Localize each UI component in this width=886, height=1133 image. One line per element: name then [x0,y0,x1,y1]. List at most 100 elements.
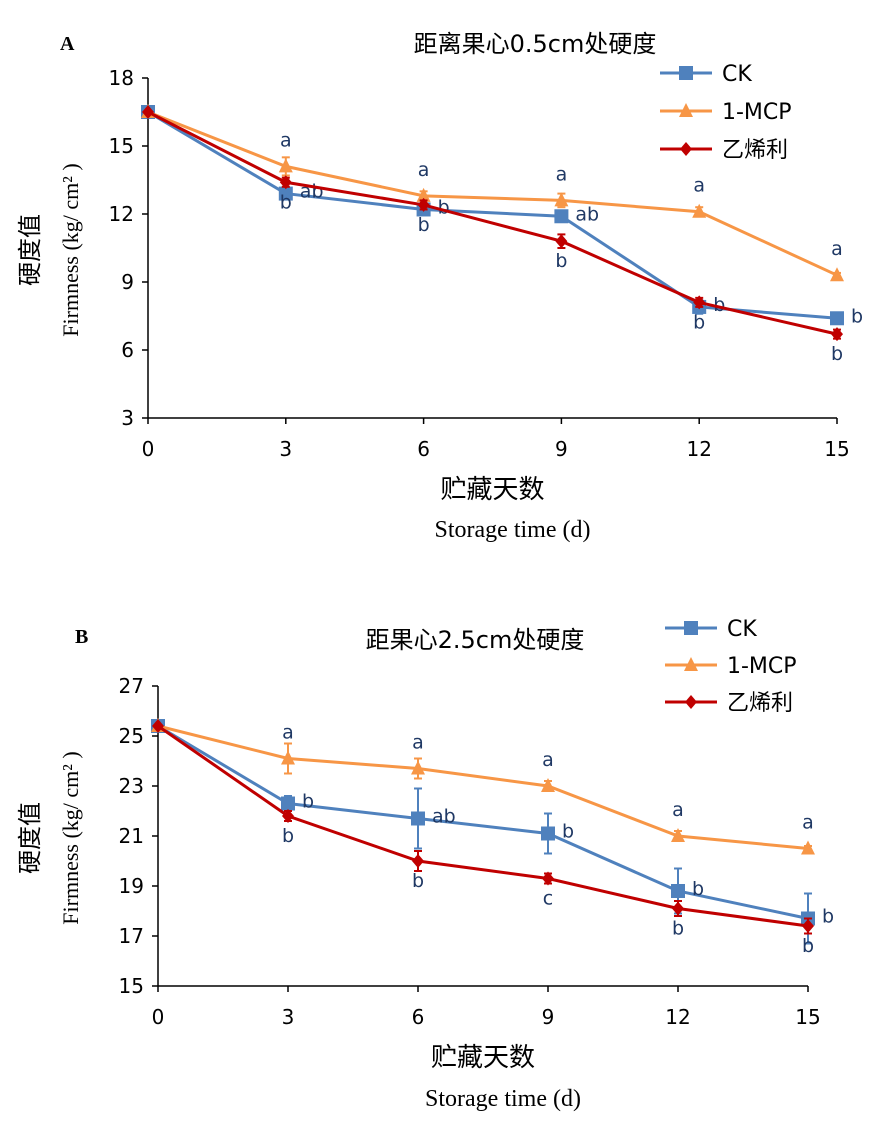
legend-entry: 1-MCP [660,100,792,125]
data-point [671,828,685,842]
data-point [278,158,293,173]
legend-entry: 乙烯利 [660,138,788,163]
y-tick-label: 27 [119,674,144,698]
series-1-MCP: a a a a a [151,718,815,855]
data-point [152,719,164,733]
data-point [281,750,295,765]
significance-letter: b [282,825,294,847]
data-point [555,234,568,249]
x-tick-label: 0 [142,437,155,461]
y-axis-label-en: Firmness (kg/ cm² ) [58,163,83,336]
significance-letter: a [418,159,430,181]
chart-panel-b: B 距果心2.5cm处硬度 15 17 19 21 23 25 27 0 3 6 9 12 15 贮藏天数 St… [16,617,834,1112]
data-point [830,267,844,282]
y-tick-label: 17 [119,924,144,948]
x-tick-label: 6 [412,1005,425,1029]
legend-entry: CK [665,617,757,642]
significance-letter: b [302,791,314,813]
significance-letter: b [280,191,292,213]
y-tick-label: 19 [119,874,144,898]
y-axis-label-cn: 硬度值 [16,214,44,286]
significance-letter: b [562,821,574,843]
data-point [801,840,815,855]
data-point [692,203,707,218]
series-line [157,724,809,928]
significance-letter: b [822,906,834,928]
significance-letter: a [672,799,684,821]
x-tick-label: 15 [824,437,849,461]
data-point [802,919,814,933]
x-axis-label-cn: 贮藏天数 [440,475,544,505]
series-line [157,724,809,920]
legend-label: 1-MCP [727,654,797,679]
significance-letter: b [831,343,843,365]
x-tick-label: 0 [152,1005,165,1029]
y-tick-label: 15 [109,134,134,158]
x-axis-label-en: Storage time (d) [435,517,591,543]
x-tick-label: 3 [282,1005,295,1029]
significance-letter: a [282,722,294,744]
legend-label: 乙烯利 [727,691,793,716]
significance-letter: b [555,250,567,272]
significance-letter: b [418,214,430,236]
data-point [554,209,569,224]
x-axis-label-en: Storage time (d) [425,1086,581,1112]
chart-title: 距离果心0.5cm处硬度 [414,30,657,58]
significance-letter: b [672,918,684,940]
legend-entry: 1-MCP [665,654,797,679]
significance-letter: a [280,129,292,151]
data-point [279,175,292,190]
data-point [278,186,293,201]
data-point [671,884,685,898]
y-tick-label: 3 [121,406,134,430]
y-axis-label: 硬度值 Firmness (kg/ cm² ) [16,163,83,336]
data-point [417,197,430,212]
y-tick-label: 15 [119,974,144,998]
data-point [282,809,294,823]
significance-letter: b [802,935,814,957]
y-tick-label: 18 [109,66,134,90]
significance-letter: b [692,878,704,900]
significance-letter: a [556,163,568,185]
x-tick-label: 6 [417,437,430,461]
significance-letter: a [693,175,705,197]
legend-entry: CK [660,62,752,87]
y-tick-label: 12 [109,202,134,226]
legend-marker [684,621,698,635]
significance-letter: ab [575,203,599,225]
significance-letter: a [542,749,554,771]
data-point [830,311,844,326]
series-line [147,110,838,336]
legend-entry: 乙烯利 [665,691,793,716]
series-1-MCP: a a a a a [141,104,844,282]
significance-letter: a [831,238,843,260]
data-point [554,192,569,207]
legend-label: 1-MCP [722,100,792,125]
x-tick-label: 12 [665,1005,690,1029]
legend-marker [680,142,692,156]
series-line [147,110,838,277]
legend-label: CK [722,62,752,87]
significance-letter: a [802,812,814,834]
data-point [411,760,425,775]
significance-letter: b [693,311,705,333]
significance-letter: c [543,888,553,910]
significance-letter: a [412,732,424,754]
x-axis-label-cn: 贮藏天数 [431,1043,535,1073]
significance-letter: ab [432,806,456,828]
y-tick-label: 25 [119,724,144,748]
significance-letter: b [412,870,424,892]
y-axis-label-cn: 硬度值 [16,802,44,874]
y-axis-label: 硬度值 Firmness (kg/ cm² ) [16,751,83,924]
data-point [541,778,555,792]
legend-marker [685,695,697,709]
significance-letter: b [713,294,725,316]
legend-label: CK [727,617,757,642]
panel-label: A [60,33,75,55]
x-tick-label: 12 [686,437,711,461]
